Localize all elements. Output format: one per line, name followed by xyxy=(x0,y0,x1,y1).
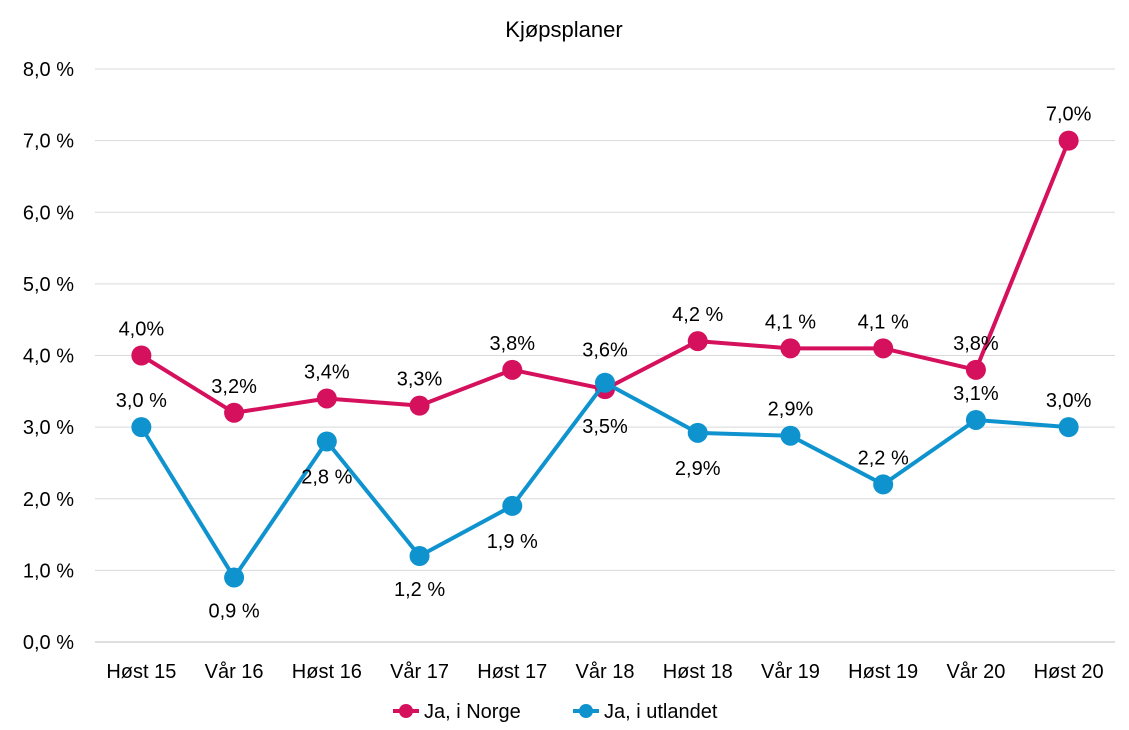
data-label: 3,8% xyxy=(489,333,535,355)
x-tick-label: Vår 18 xyxy=(576,661,635,683)
x-tick-label: Høst 20 xyxy=(1034,661,1104,683)
y-tick-label: 2,0 % xyxy=(23,489,74,511)
data-point xyxy=(873,474,894,495)
y-tick-label: 8,0 % xyxy=(23,59,74,81)
y-tick-label: 5,0 % xyxy=(23,274,74,296)
data-label: 3,8% xyxy=(953,333,999,355)
data-point xyxy=(687,422,708,443)
data-label: 4,1 % xyxy=(765,311,816,333)
data-label: 3,1% xyxy=(953,383,999,405)
data-point xyxy=(224,402,245,423)
data-point xyxy=(1058,417,1079,438)
x-tick-label: Høst 15 xyxy=(106,661,176,683)
x-tick-label: Vår 19 xyxy=(761,661,820,683)
data-point xyxy=(780,425,801,446)
data-label: 2,8 % xyxy=(301,466,352,488)
x-tick-label: Høst 16 xyxy=(292,661,362,683)
data-point xyxy=(873,338,894,359)
data-labels: 4,0% 3,2% 3,4% 3,3% 3,8% 3,5% 4,2 % 4,1 % 4,1 % 3… xyxy=(116,104,1092,623)
data-point xyxy=(316,431,337,452)
data-point xyxy=(687,331,708,352)
data-label: 2,2 % xyxy=(858,447,909,469)
x-tick-label: Vår 20 xyxy=(946,661,1005,683)
y-tick-label: 1,0 % xyxy=(23,560,74,582)
data-point xyxy=(131,417,152,438)
x-tick-label: Vår 16 xyxy=(205,661,264,683)
legend-item: Ja, i Norge xyxy=(393,701,521,723)
chart-title: Kjøpsplaner xyxy=(505,17,622,42)
data-point xyxy=(224,567,245,588)
x-tick-label: Høst 18 xyxy=(663,661,733,683)
legend-item: Ja, i utlandet xyxy=(573,701,718,723)
x-tick-label: Høst 17 xyxy=(477,661,547,683)
data-label: 4,0% xyxy=(119,319,165,341)
data-point xyxy=(780,338,801,359)
data-label: 4,2 % xyxy=(672,304,723,326)
series-line xyxy=(139,380,1069,580)
data-point xyxy=(316,388,337,409)
y-tick-label: 7,0 % xyxy=(23,131,74,153)
data-point xyxy=(409,395,430,416)
x-tick-label: Vår 17 xyxy=(390,661,449,683)
data-point xyxy=(502,359,523,380)
data-point xyxy=(131,345,152,366)
x-axis: Høst 15 Vår 16 Høst 16 Vår 17 Høst 17 Vår 18 H… xyxy=(106,661,1103,683)
data-label: 3,3% xyxy=(397,369,443,391)
data-point xyxy=(1058,130,1079,151)
x-tick-label: Høst 19 xyxy=(848,661,918,683)
y-tick-label: 3,0 % xyxy=(23,417,74,439)
series-1 xyxy=(131,130,1079,423)
gridlines xyxy=(95,68,1115,643)
data-label: 3,0% xyxy=(1046,390,1092,412)
y-axis: 0,0 % 1,0 % 2,0 % 3,0 % 4,0 % 5,0 % 6,0 % 7,0 %… xyxy=(23,59,74,654)
legend-marker xyxy=(579,704,593,718)
data-label: 2,9% xyxy=(675,458,721,480)
series-line xyxy=(140,139,1071,415)
data-point xyxy=(965,409,986,430)
data-label: 3,6% xyxy=(582,340,628,362)
data-label: 3,4% xyxy=(304,361,350,383)
data-label: 3,2% xyxy=(211,376,257,398)
data-point xyxy=(502,495,523,516)
data-point xyxy=(409,546,430,567)
legend-label: Ja, i Norge xyxy=(424,701,521,723)
data-label: 7,0% xyxy=(1046,104,1092,126)
legend-label: Ja, i utlandet xyxy=(604,701,718,723)
legend-marker xyxy=(399,704,413,718)
data-label: 4,1 % xyxy=(858,311,909,333)
data-label: 3,5% xyxy=(582,416,628,438)
data-label: 3,0 % xyxy=(116,390,167,412)
y-tick-label: 0,0 % xyxy=(23,632,74,654)
data-label: 2,9% xyxy=(768,399,814,421)
data-point xyxy=(965,359,986,380)
legend: Ja, i Norge Ja, i utlandet xyxy=(393,701,718,723)
y-tick-label: 6,0 % xyxy=(23,202,74,224)
data-label: 0,9 % xyxy=(209,601,260,623)
series-layer xyxy=(131,130,1079,588)
data-point xyxy=(595,372,615,393)
series-2 xyxy=(131,372,1079,588)
y-tick-label: 4,0 % xyxy=(23,346,74,368)
data-label: 1,2 % xyxy=(394,579,445,601)
data-label: 1,9 % xyxy=(487,531,538,553)
